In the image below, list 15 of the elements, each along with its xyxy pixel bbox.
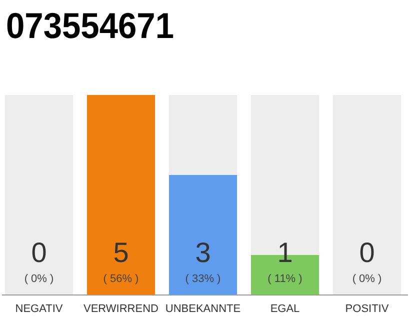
x-tick-label: VERWIRREND [84, 303, 159, 315]
data-label: 3 [195, 237, 211, 268]
x-tick-label: NEGATIV [15, 303, 64, 315]
data-label: 0 [31, 237, 47, 268]
annotation: ( 33% ) [185, 273, 221, 285]
annotation: ( 11% ) [268, 273, 302, 285]
chart-title: 073554671 [6, 5, 186, 46]
annotation: ( 0% ) [24, 273, 54, 285]
x-tick-label: EGAL [270, 303, 300, 315]
annotation: ( 56% ) [103, 273, 139, 285]
x-tick-label: UNBEKANNTE [165, 303, 241, 315]
data-label: 5 [113, 237, 129, 268]
x-tick-label: POSITIV [345, 303, 390, 315]
annotation: ( 0% ) [352, 273, 382, 285]
data-label: 0 [359, 237, 375, 268]
